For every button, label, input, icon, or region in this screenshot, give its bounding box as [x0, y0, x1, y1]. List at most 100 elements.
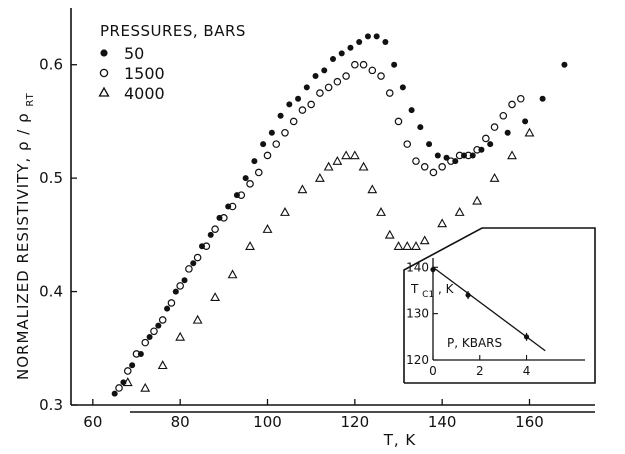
data-point-1500	[141, 338, 150, 347]
data-point-4000	[402, 241, 413, 250]
data-point-50	[399, 84, 406, 91]
inset-series	[430, 265, 546, 352]
main-series	[111, 33, 568, 397]
data-point-4000	[341, 150, 352, 160]
data-point-4000	[157, 360, 168, 370]
y-axis-label-group: NORMALIZED RESISTIVITY, ρ / ρ RT	[14, 92, 36, 380]
data-point-1500	[220, 214, 228, 222]
x-tick-label: 120	[341, 413, 370, 431]
data-point-1500	[228, 202, 237, 211]
data-point-1500	[508, 100, 516, 109]
data-point-4000	[454, 207, 465, 216]
data-point-1500	[316, 89, 324, 97]
data-point-4000	[122, 377, 133, 387]
legend-marker-open-triangle	[98, 86, 110, 97]
data-point-1500	[490, 123, 499, 131]
series-1500	[115, 60, 525, 392]
y-tick-label: 0.5	[39, 169, 63, 187]
data-point-4000	[419, 235, 430, 245]
data-point-1500	[412, 157, 420, 165]
x-tick-label: 80	[171, 413, 190, 431]
inset-y-label: T C1 , K	[410, 282, 455, 300]
data-point-4000	[192, 314, 203, 324]
data-point-1500	[385, 89, 394, 97]
legend-label-1500: 1500	[124, 64, 165, 83]
data-point-50	[434, 152, 441, 159]
data-point-50	[487, 141, 494, 148]
data-point-50	[260, 141, 267, 148]
y-tick-label: 0.4	[39, 283, 63, 301]
inset-y-label-suffix: , K	[438, 282, 455, 296]
data-point-4000	[245, 241, 255, 250]
inset-data-point	[465, 292, 471, 298]
legend-label-4000: 4000	[124, 84, 165, 103]
data-point-1500	[150, 327, 158, 336]
data-point-1500	[246, 180, 254, 188]
x-tick-label: 60	[83, 413, 102, 431]
y-axis-label-subscript: RT	[25, 92, 36, 106]
data-point-4000	[349, 150, 360, 160]
data-point-4000	[358, 161, 369, 171]
data-point-50	[286, 101, 293, 108]
data-point-50	[190, 260, 197, 267]
data-point-50	[164, 305, 171, 312]
data-point-1500	[185, 265, 193, 273]
data-point-50	[321, 67, 328, 74]
data-point-50	[426, 141, 433, 148]
data-point-1500	[482, 134, 490, 143]
x-axis-label: T, K	[383, 431, 417, 449]
data-point-50	[129, 362, 136, 369]
inset-chart: 0 2 4 120 130 140 T C1 , K P, KBARS	[403, 227, 596, 384]
data-point-1500	[123, 367, 132, 375]
data-point-4000	[332, 155, 343, 165]
data-point-1500	[263, 151, 272, 160]
inset-y-label-main: T	[410, 282, 419, 296]
data-point-1500	[115, 384, 123, 392]
data-point-4000	[376, 207, 386, 216]
main-plot-frame	[70, 8, 595, 413]
inset-data-point	[430, 266, 436, 273]
data-point-4000	[314, 173, 325, 182]
data-point-1500	[333, 77, 342, 86]
data-point-1500	[202, 242, 211, 251]
inset-y-label-subscript: C1	[422, 290, 434, 300]
series-4000	[122, 127, 535, 392]
data-point-1500	[307, 100, 315, 109]
data-point-4000	[524, 127, 535, 137]
legend-entry-4000: 4000	[98, 84, 165, 103]
data-point-1500	[403, 140, 412, 148]
inset-frame	[403, 227, 596, 384]
data-point-1500	[342, 72, 350, 80]
main-ticks: 60 80 100 120 140 160 0.3 0.4 0.5 0.6	[39, 56, 544, 431]
data-point-50	[268, 129, 275, 136]
data-point-1500	[359, 60, 368, 69]
data-point-1500	[254, 168, 263, 177]
data-point-1500	[289, 117, 298, 126]
legend-entry-50: 50	[100, 44, 144, 63]
data-point-1500	[351, 60, 359, 69]
data-point-4000	[227, 269, 238, 279]
data-point-50	[539, 95, 546, 102]
data-point-4000	[393, 241, 404, 250]
legend-label-50: 50	[124, 44, 144, 63]
data-point-50	[504, 129, 511, 136]
data-point-50	[391, 61, 398, 68]
inset-y-tick-label: 120	[406, 353, 429, 367]
data-point-1500	[420, 163, 429, 171]
data-point-50	[338, 50, 345, 57]
data-point-1500	[132, 350, 141, 358]
data-point-1500	[447, 157, 455, 165]
data-point-1500	[298, 106, 307, 114]
data-point-1500	[473, 145, 481, 154]
y-tick-label: 0.3	[39, 396, 63, 414]
data-point-4000	[507, 150, 517, 160]
data-point-4000	[489, 173, 500, 182]
data-point-1500	[167, 299, 176, 307]
inset-ticks: 0 2 4 120 130 140	[406, 260, 530, 378]
data-point-4000	[210, 292, 221, 301]
inset-x-tick-label: 4	[523, 364, 531, 378]
data-point-1500	[211, 225, 219, 233]
data-point-50	[146, 333, 153, 340]
data-point-4000	[367, 184, 378, 194]
data-point-1500	[499, 111, 508, 120]
